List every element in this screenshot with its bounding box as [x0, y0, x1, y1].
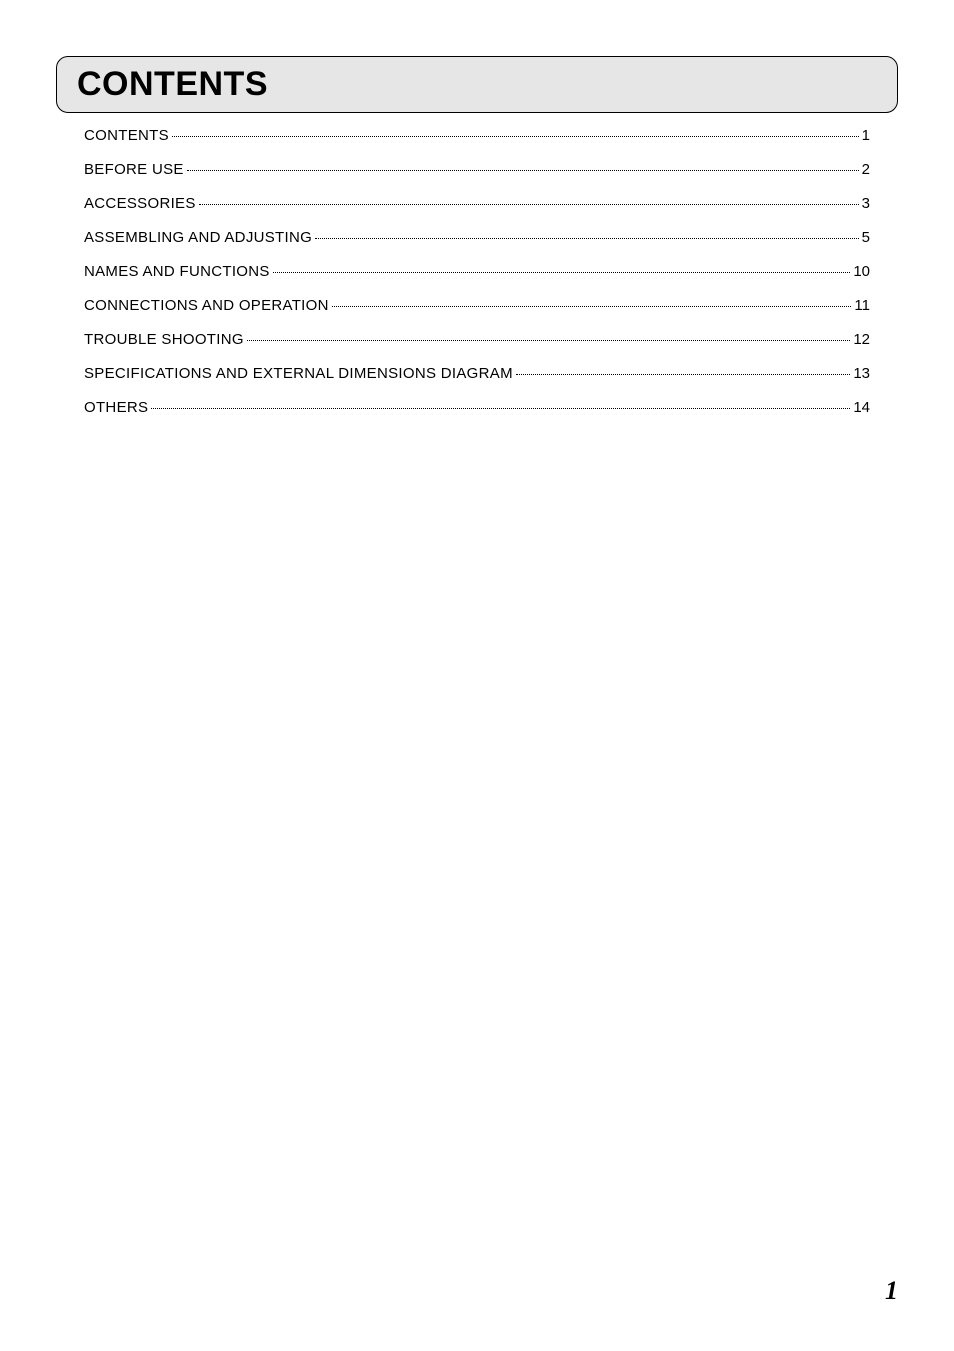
toc-entry-label: TROUBLE SHOOTING	[84, 331, 244, 348]
toc-entry-page: 13	[853, 365, 870, 382]
toc-leader-dots	[247, 340, 850, 341]
toc-entry-page: 11	[854, 297, 870, 314]
toc-leader-dots	[151, 408, 850, 409]
toc-leader-dots	[172, 136, 859, 137]
toc-entry: NAMES AND FUNCTIONS 10	[84, 263, 870, 280]
toc-leader-dots	[199, 204, 859, 205]
toc-entry: CONNECTIONS AND OPERATION 11	[84, 297, 870, 314]
toc-leader-dots	[273, 272, 851, 273]
toc-entry-label: CONNECTIONS AND OPERATION	[84, 297, 329, 314]
toc-leader-dots	[315, 238, 859, 239]
toc-entry: OTHERS 14	[84, 399, 870, 416]
toc-list: CONTENTS 1 BEFORE USE 2 ACCESSORIES 3 AS…	[56, 127, 898, 416]
toc-leader-dots	[332, 306, 852, 307]
toc-entry-page: 2	[862, 161, 870, 178]
toc-entry: ACCESSORIES 3	[84, 195, 870, 212]
toc-entry-label: SPECIFICATIONS AND EXTERNAL DIMENSIONS D…	[84, 365, 513, 382]
toc-entry-page: 14	[853, 399, 870, 416]
toc-entry-page: 3	[862, 195, 870, 212]
toc-entry-label: ACCESSORIES	[84, 195, 196, 212]
toc-entry: SPECIFICATIONS AND EXTERNAL DIMENSIONS D…	[84, 365, 870, 382]
toc-entry-label: BEFORE USE	[84, 161, 184, 178]
title-box: CONTENTS	[56, 56, 898, 113]
toc-entry-label: NAMES AND FUNCTIONS	[84, 263, 270, 280]
toc-entry-page: 5	[862, 229, 870, 246]
toc-entry: TROUBLE SHOOTING 12	[84, 331, 870, 348]
toc-entry: CONTENTS 1	[84, 127, 870, 144]
toc-entry: BEFORE USE 2	[84, 161, 870, 178]
toc-entry-page: 10	[853, 263, 870, 280]
page-title: CONTENTS	[77, 65, 877, 104]
toc-entry: ASSEMBLING AND ADJUSTING 5	[84, 229, 870, 246]
page-number: 1	[885, 1276, 898, 1306]
toc-leader-dots	[516, 374, 850, 375]
toc-entry-label: CONTENTS	[84, 127, 169, 144]
toc-entry-page: 1	[862, 127, 870, 144]
toc-leader-dots	[187, 170, 859, 171]
toc-entry-label: ASSEMBLING AND ADJUSTING	[84, 229, 312, 246]
toc-entry-label: OTHERS	[84, 399, 148, 416]
toc-entry-page: 12	[853, 331, 870, 348]
